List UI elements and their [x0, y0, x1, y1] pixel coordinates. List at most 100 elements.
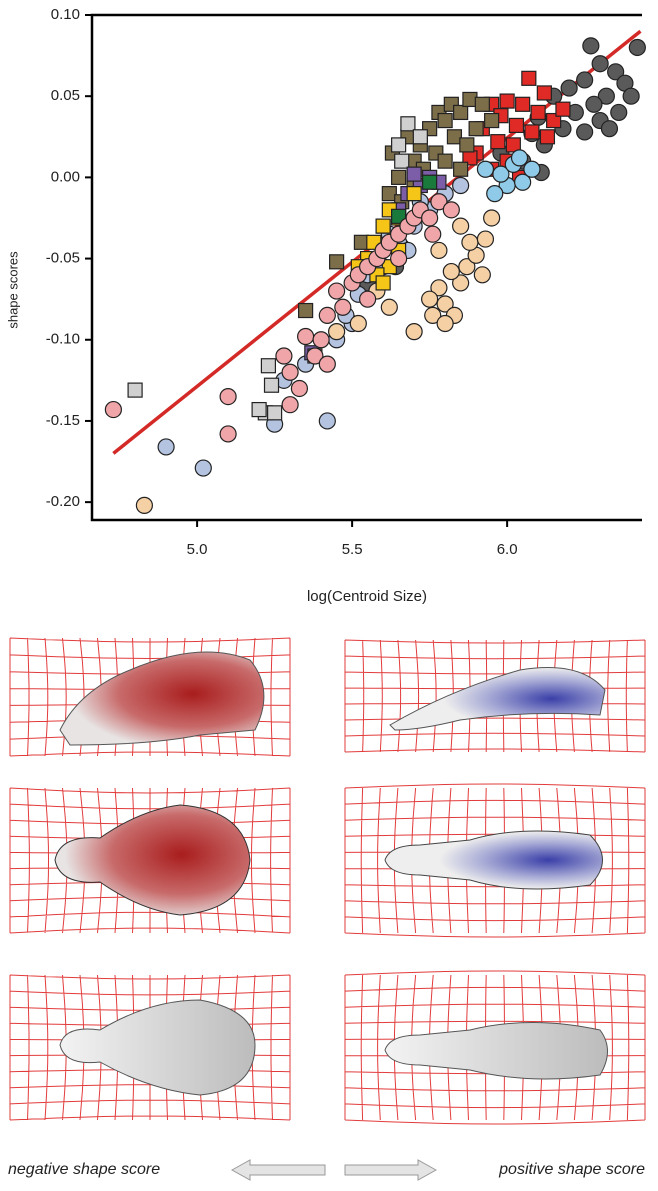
data-point: [474, 267, 490, 283]
data-point: [265, 378, 279, 392]
data-point: [516, 97, 530, 111]
data-point: [583, 38, 599, 54]
data-point: [462, 234, 478, 250]
data-point: [220, 389, 236, 405]
data-point: [407, 167, 421, 181]
data-point: [537, 86, 551, 100]
data-point: [509, 118, 523, 132]
data-point: [556, 102, 570, 116]
data-point: [540, 130, 554, 144]
data-point: [443, 202, 459, 218]
data-point: [298, 329, 314, 345]
data-point: [561, 80, 577, 96]
skull: [60, 652, 264, 745]
data-point: [158, 439, 174, 455]
data-point: [460, 138, 474, 152]
data-point: [623, 88, 639, 104]
y-axis-label: shape scores: [5, 251, 20, 329]
right-arrow: [345, 1160, 436, 1180]
data-point: [376, 276, 390, 290]
skull: [390, 668, 605, 731]
data-point: [391, 251, 407, 267]
data-point: [525, 125, 539, 139]
data-point: [454, 162, 468, 176]
y-tick-label: -0.05: [46, 250, 80, 267]
y-tick-label: 0.05: [51, 87, 80, 104]
data-point: [611, 104, 627, 120]
data-point: [469, 122, 483, 136]
data-point: [586, 96, 602, 112]
data-point: [453, 218, 469, 234]
data-point: [299, 304, 313, 318]
positive-label: positive shape score: [498, 1161, 645, 1178]
data-point: [401, 117, 415, 131]
data-point: [477, 231, 493, 247]
data-point: [485, 114, 499, 128]
data-point: [195, 460, 211, 476]
data-point: [475, 97, 489, 111]
data-point: [491, 135, 505, 149]
data-point: [252, 403, 266, 417]
data-point: [220, 426, 236, 442]
data-point: [438, 154, 452, 168]
figure: 0.100.050.00-0.05-0.10-0.15-0.205.05.56.…: [0, 0, 658, 1186]
data-point: [422, 210, 438, 226]
data-point: [423, 175, 437, 189]
data-point: [431, 242, 447, 258]
skull: [385, 831, 603, 889]
data-point: [577, 72, 593, 88]
x-tick-label: 5.5: [342, 541, 363, 558]
data-point: [484, 210, 500, 226]
data-point: [291, 380, 307, 396]
data-point: [136, 497, 152, 513]
data-point: [406, 324, 422, 340]
y-tick-label: 0.00: [51, 168, 80, 185]
data-point: [319, 307, 335, 323]
data-point: [407, 187, 421, 201]
data-point: [335, 299, 351, 315]
data-point: [453, 177, 469, 193]
data-point: [329, 283, 345, 299]
data-point: [395, 154, 409, 168]
data-point: [268, 406, 282, 420]
data-point: [487, 186, 503, 202]
data-point: [438, 114, 452, 128]
data-point: [319, 356, 335, 372]
data-point: [629, 39, 645, 55]
x-tick-label: 6.0: [497, 541, 518, 558]
x-tick-label: 5.0: [187, 541, 208, 558]
data-point: [522, 71, 536, 85]
data-point: [282, 397, 298, 413]
y-tick-label: -0.15: [46, 412, 80, 429]
data-point: [392, 170, 406, 184]
y-tick-label: -0.20: [46, 493, 80, 510]
x-axis-label: log(Centroid Size): [307, 588, 427, 605]
data-point: [128, 383, 142, 397]
data-point: [601, 121, 617, 137]
data-point: [454, 105, 468, 119]
data-point: [500, 94, 514, 108]
data-point: [577, 124, 593, 140]
data-point: [319, 413, 335, 429]
data-point: [437, 316, 453, 332]
deformation-panels: [10, 638, 645, 1124]
y-tick-label: 0.10: [51, 6, 80, 23]
data-point: [282, 364, 298, 380]
data-point: [350, 316, 366, 332]
data-point: [512, 150, 528, 166]
data-point: [381, 299, 397, 315]
data-point: [531, 105, 545, 119]
data-point: [422, 291, 438, 307]
data-point: [413, 130, 427, 144]
left-arrow: [232, 1160, 325, 1180]
data-point: [276, 348, 292, 364]
data-point: [392, 138, 406, 152]
data-point: [329, 324, 345, 340]
data-point: [524, 161, 540, 177]
data-point: [376, 219, 390, 233]
skull: [385, 1023, 608, 1080]
data-point: [261, 359, 275, 373]
data-point: [477, 161, 493, 177]
data-point: [330, 255, 344, 269]
